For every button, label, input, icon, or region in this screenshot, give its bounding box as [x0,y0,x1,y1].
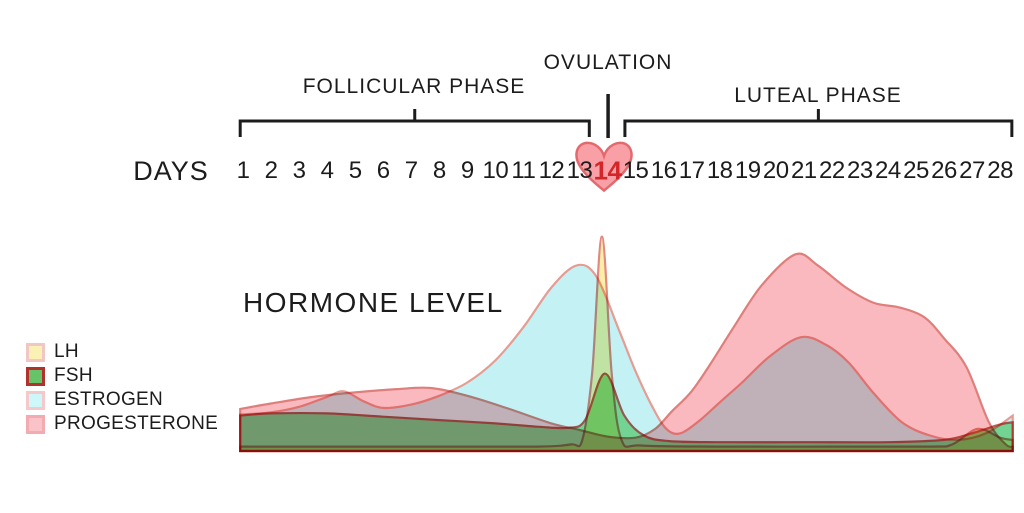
day-number-16: 16 [650,157,677,184]
day-number-23: 23 [847,157,873,184]
day-number-14: 14 [593,155,622,186]
day-number-6: 6 [376,157,390,184]
progesterone-swatch-icon [26,414,45,434]
hormone-area-series [239,235,1014,453]
day-number-28: 28 [987,157,1013,184]
legend-label: ESTROGEN [54,389,164,410]
day-number-3: 3 [292,157,306,184]
legend-label: PROGESTERONE [54,413,219,434]
day-number-18: 18 [706,157,733,184]
follicular-bracket [238,109,591,137]
legend-item-lh: LH [26,340,218,364]
legend-label: FSH [54,365,93,386]
legend-item-progesterone: PROGESTERONE [26,412,218,436]
estrogen-swatch-icon [26,390,45,410]
lh-swatch-icon [26,342,45,362]
day-number-26: 26 [931,157,957,184]
day-number-8: 8 [432,157,446,184]
day-number-4: 4 [320,157,334,184]
day-number-9: 9 [460,157,474,184]
legend-label: LH [54,341,79,362]
day-number-2: 2 [264,157,278,184]
progesterone-area [239,252,1014,453]
hormone-level-label: HORMONE LEVEL [243,287,504,318]
day-number-20: 20 [762,157,789,184]
day-number-25: 25 [903,157,929,184]
legend-item-estrogen: ESTROGEN [26,388,218,412]
ovulation-label: OVULATION [543,51,673,74]
follicular-phase-label: FOLLICULAR PHASE [302,75,526,98]
hormone-legend: LH FSH ESTROGEN PROGESTERONE [26,340,218,436]
day-number-12: 12 [538,157,565,184]
fsh-swatch-icon [26,366,45,386]
phase-brackets [238,94,1014,138]
day-number-13: 13 [566,157,593,184]
day-number-17: 17 [678,157,705,184]
fsh-area [239,372,1014,453]
day-number-19: 19 [734,157,761,184]
day-number-11: 11 [511,157,536,184]
day-number-5: 5 [348,157,362,184]
days-axis-label: DAYS [133,156,209,186]
day-number-27: 27 [959,157,985,184]
day-number-21: 21 [790,157,817,184]
day-number-7: 7 [404,157,418,184]
day-number-10: 10 [482,157,509,184]
day-number-24: 24 [875,157,901,184]
legend-item-fsh: FSH [26,364,218,388]
luteal-phase-label: LUTEAL PHASE [734,84,902,107]
heart-icon [575,141,633,193]
luteal-bracket [623,109,1014,137]
day-number-15: 15 [622,157,649,184]
day-number-22: 22 [818,157,845,184]
day-number-1: 1 [236,157,250,184]
